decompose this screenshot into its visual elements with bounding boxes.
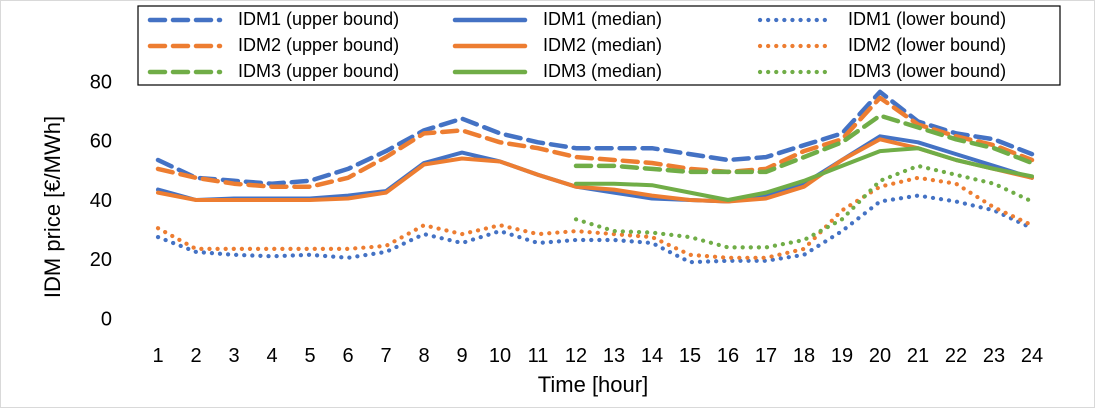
x-tick-label: 11 [528,345,549,367]
series-line-idm1-lower-bound [155,193,1035,265]
x-tick-label: 23 [983,345,1005,367]
legend-label-idm1-lower-bound: IDM1 (lower bound) [848,9,1006,29]
x-tick-label: 17 [755,345,777,367]
x-axis-title: Time [hour] [538,372,648,397]
x-tick-label: 15 [679,345,701,367]
series-line-idm2-upper-bound [155,95,1035,189]
x-tick-label: 5 [304,345,315,367]
x-tick-label: 22 [945,345,967,367]
x-tick-label: 7 [380,345,391,367]
y-axis: 0 20 40 60 80 [90,71,112,330]
y-tick-label: 80 [90,71,112,93]
legend-label-idm1-upper-bound: IDM1 (upper bound) [238,9,399,29]
x-tick-label: 10 [489,345,511,367]
x-tick-label: 18 [793,345,815,367]
y-tick-label: 60 [90,131,112,153]
legend-label-idm2-median: IDM2 (median) [543,35,662,55]
legend-label-idm3-lower-bound: IDM3 (lower bound) [848,61,1006,81]
legend: IDM1 (upper bound) IDM1 (median) IDM1 (low… [137,5,1061,86]
legend-label-idm1-median: IDM1 (median) [543,9,662,29]
legend-box [137,5,1061,86]
series-line-idm3-median [574,146,1034,202]
series-line-idm3-upper-bound [573,113,1035,175]
x-tick-label: 19 [831,345,853,367]
x-tick-label: 13 [603,345,625,367]
series-line-idm1-upper-bound [155,89,1035,186]
legend-label-idm2-upper-bound: IDM2 (upper bound) [238,35,399,55]
y-tick-label: 20 [90,249,112,271]
x-tick-label: 3 [228,345,239,367]
y-tick-label: 0 [101,308,112,330]
y-axis-title: IDM price [€/MWh] [40,116,65,298]
x-tick-label: 12 [565,345,587,367]
x-tick-label: 24 [1021,345,1043,367]
x-tick-label: 6 [342,345,353,367]
x-tick-label: 9 [456,345,467,367]
series-line-idm2-lower-bound [155,175,1035,260]
x-tick-label: 21 [907,345,929,367]
legend-label-idm3-upper-bound: IDM3 (upper bound) [238,61,399,81]
series-layer [155,89,1035,265]
series-line-idm2-median [156,137,1034,204]
x-tick-label: 16 [717,345,739,367]
x-tick-label: 1 [152,345,163,367]
x-tick-label: 14 [641,345,663,367]
x-tick-label: 4 [266,345,277,367]
legend-label-idm2-lower-bound: IDM2 (lower bound) [848,35,1006,55]
x-tick-label: 2 [190,345,201,367]
x-axis: 1 2 3 4 5 6 7 8 9 10 11 12 13 14 15 16 17 18 19 20 21 22 23 24 [152,345,1043,367]
x-tick-label: 20 [869,345,891,367]
x-tick-label: 8 [418,345,429,367]
y-tick-label: 40 [90,190,112,212]
legend-label-idm3-median: IDM3 (median) [543,61,662,81]
